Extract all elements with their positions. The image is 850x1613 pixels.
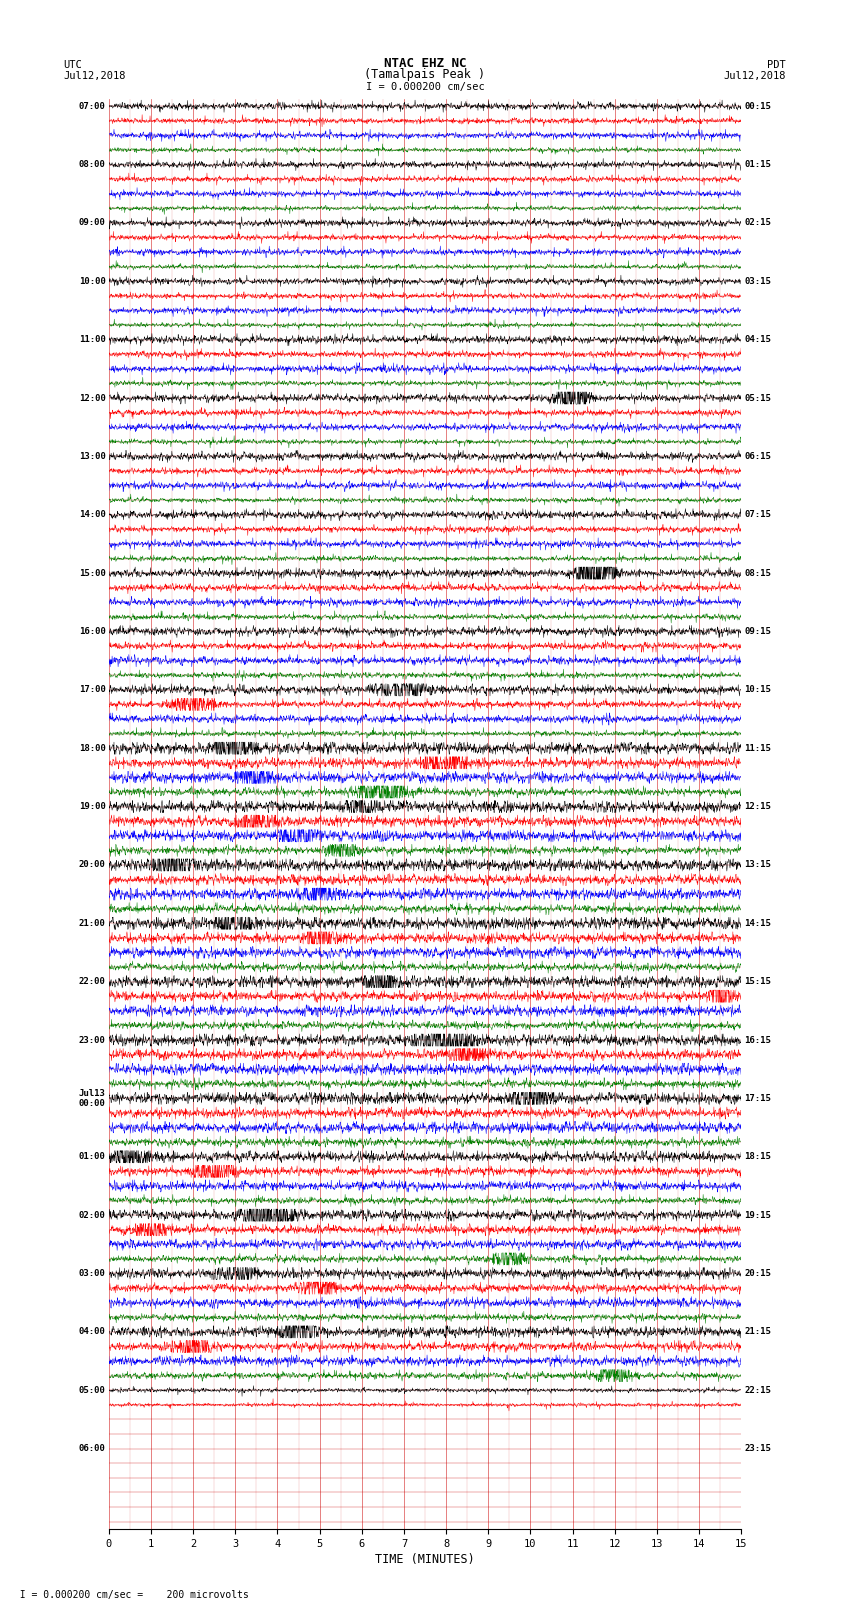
Text: 17:00: 17:00 <box>79 686 105 694</box>
Text: 23:00: 23:00 <box>79 1036 105 1045</box>
Text: 09:00: 09:00 <box>79 218 105 227</box>
Text: 13:15: 13:15 <box>745 860 771 869</box>
Text: 11:15: 11:15 <box>745 744 771 753</box>
Text: 13:00: 13:00 <box>79 452 105 461</box>
Text: 15:00: 15:00 <box>79 569 105 577</box>
Text: 23:15: 23:15 <box>745 1444 771 1453</box>
Text: 16:00: 16:00 <box>79 627 105 636</box>
Text: 02:15: 02:15 <box>745 218 771 227</box>
Text: 08:00: 08:00 <box>79 160 105 169</box>
Text: 11:00: 11:00 <box>79 336 105 344</box>
Text: 04:15: 04:15 <box>745 336 771 344</box>
Text: 10:15: 10:15 <box>745 686 771 694</box>
Text: 18:15: 18:15 <box>745 1152 771 1161</box>
Text: 01:00: 01:00 <box>79 1152 105 1161</box>
Text: 09:15: 09:15 <box>745 627 771 636</box>
Text: 15:15: 15:15 <box>745 977 771 986</box>
Text: I = 0.000200 cm/sec: I = 0.000200 cm/sec <box>366 82 484 92</box>
Text: 21:00: 21:00 <box>79 919 105 927</box>
Text: 18:00: 18:00 <box>79 744 105 753</box>
Text: 03:15: 03:15 <box>745 277 771 286</box>
Text: 12:15: 12:15 <box>745 802 771 811</box>
Text: 01:15: 01:15 <box>745 160 771 169</box>
Text: Jul12,2018: Jul12,2018 <box>723 71 786 82</box>
Text: 00:15: 00:15 <box>745 102 771 111</box>
Text: 02:00: 02:00 <box>79 1211 105 1219</box>
Text: UTC: UTC <box>64 60 82 71</box>
Text: 20:15: 20:15 <box>745 1269 771 1277</box>
Text: 19:15: 19:15 <box>745 1211 771 1219</box>
Text: (Tamalpais Peak ): (Tamalpais Peak ) <box>365 68 485 82</box>
Text: 20:00: 20:00 <box>79 860 105 869</box>
Text: 17:15: 17:15 <box>745 1094 771 1103</box>
Text: 06:00: 06:00 <box>79 1444 105 1453</box>
Text: 07:00: 07:00 <box>79 102 105 111</box>
Text: 05:00: 05:00 <box>79 1386 105 1395</box>
Text: 22:15: 22:15 <box>745 1386 771 1395</box>
Text: 16:15: 16:15 <box>745 1036 771 1045</box>
Text: 14:00: 14:00 <box>79 510 105 519</box>
Text: Jul12,2018: Jul12,2018 <box>64 71 127 82</box>
Text: I = 0.000200 cm/sec =    200 microvolts: I = 0.000200 cm/sec = 200 microvolts <box>8 1590 249 1600</box>
Text: 06:15: 06:15 <box>745 452 771 461</box>
Text: 10:00: 10:00 <box>79 277 105 286</box>
Text: Jul13
00:00: Jul13 00:00 <box>79 1089 105 1108</box>
X-axis label: TIME (MINUTES): TIME (MINUTES) <box>375 1553 475 1566</box>
Text: 08:15: 08:15 <box>745 569 771 577</box>
Text: 22:00: 22:00 <box>79 977 105 986</box>
Text: 04:00: 04:00 <box>79 1327 105 1336</box>
Text: NTAC EHZ NC: NTAC EHZ NC <box>383 56 467 71</box>
Text: 21:15: 21:15 <box>745 1327 771 1336</box>
Text: 03:00: 03:00 <box>79 1269 105 1277</box>
Text: 07:15: 07:15 <box>745 510 771 519</box>
Text: PDT: PDT <box>768 60 786 71</box>
Text: 12:00: 12:00 <box>79 394 105 403</box>
Text: 14:15: 14:15 <box>745 919 771 927</box>
Text: 05:15: 05:15 <box>745 394 771 403</box>
Text: 19:00: 19:00 <box>79 802 105 811</box>
